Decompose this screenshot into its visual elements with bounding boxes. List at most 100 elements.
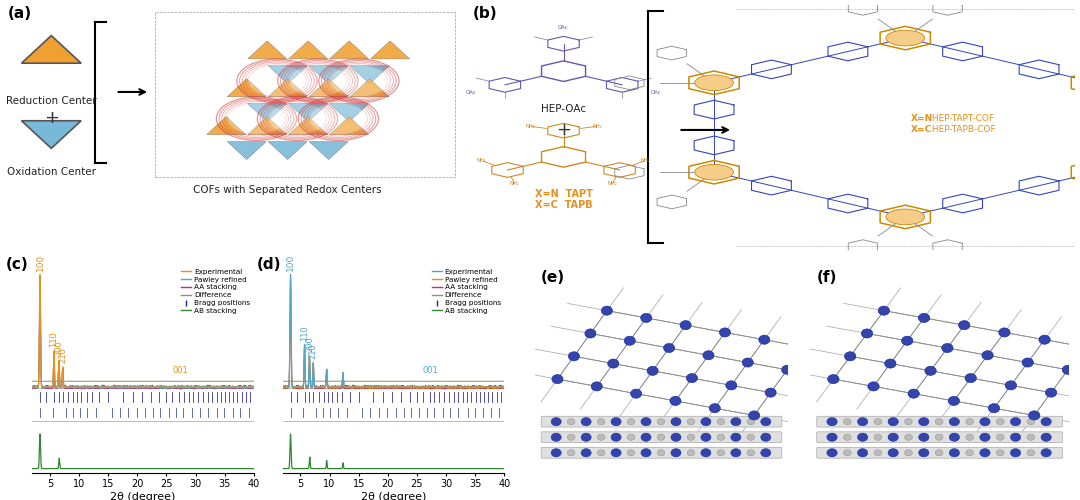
Circle shape xyxy=(552,374,563,384)
Circle shape xyxy=(905,450,913,456)
Text: (f): (f) xyxy=(816,270,837,285)
Polygon shape xyxy=(22,36,81,63)
Circle shape xyxy=(1045,388,1056,397)
Legend: Experimental, Pawley refined, AA stacking, Difference, Bragg positions, AB stack: Experimental, Pawley refined, AA stackin… xyxy=(429,266,503,317)
Circle shape xyxy=(717,418,725,425)
Circle shape xyxy=(597,450,605,456)
Circle shape xyxy=(687,418,694,425)
Circle shape xyxy=(647,366,658,376)
Polygon shape xyxy=(329,104,368,122)
Circle shape xyxy=(997,434,1004,440)
Circle shape xyxy=(551,448,562,457)
Polygon shape xyxy=(227,78,267,97)
Circle shape xyxy=(999,328,1010,337)
Circle shape xyxy=(935,434,943,440)
Circle shape xyxy=(1027,450,1035,456)
Circle shape xyxy=(798,342,809,351)
Circle shape xyxy=(663,344,675,352)
Circle shape xyxy=(597,434,605,440)
Polygon shape xyxy=(247,116,286,134)
Circle shape xyxy=(581,433,591,442)
Polygon shape xyxy=(268,142,307,160)
X-axis label: 2θ (degree): 2θ (degree) xyxy=(361,492,427,500)
Circle shape xyxy=(717,450,725,456)
Circle shape xyxy=(687,374,698,382)
Text: NH₂: NH₂ xyxy=(592,124,602,129)
Text: HEP-TAPB-COF: HEP-TAPB-COF xyxy=(930,125,996,134)
Text: X=C: X=C xyxy=(912,125,932,134)
Polygon shape xyxy=(370,41,409,59)
Circle shape xyxy=(759,335,770,344)
Circle shape xyxy=(551,418,562,426)
FancyBboxPatch shape xyxy=(816,448,1063,458)
Circle shape xyxy=(568,352,580,361)
Circle shape xyxy=(658,450,665,456)
Polygon shape xyxy=(309,78,348,97)
Text: X=N: X=N xyxy=(912,114,933,124)
Text: OAc: OAc xyxy=(558,26,569,30)
Circle shape xyxy=(980,418,990,426)
Text: Reduction Center: Reduction Center xyxy=(6,96,96,106)
Circle shape xyxy=(611,433,621,442)
Circle shape xyxy=(1041,418,1051,426)
Circle shape xyxy=(980,433,990,442)
Circle shape xyxy=(888,448,899,457)
Circle shape xyxy=(874,450,881,456)
Circle shape xyxy=(710,404,720,412)
Polygon shape xyxy=(309,66,348,84)
Circle shape xyxy=(902,336,913,345)
Circle shape xyxy=(627,450,635,456)
FancyBboxPatch shape xyxy=(541,448,782,458)
Ellipse shape xyxy=(228,103,285,134)
Circle shape xyxy=(997,450,1004,456)
Text: (b): (b) xyxy=(473,6,498,21)
Circle shape xyxy=(827,374,839,384)
Circle shape xyxy=(949,433,959,442)
Text: OAc: OAc xyxy=(651,90,662,96)
Circle shape xyxy=(747,434,755,440)
Circle shape xyxy=(942,344,953,352)
Circle shape xyxy=(671,433,681,442)
Circle shape xyxy=(760,433,771,442)
Circle shape xyxy=(827,418,837,426)
Text: OAc: OAc xyxy=(465,90,476,96)
Circle shape xyxy=(924,366,936,376)
Circle shape xyxy=(1028,411,1040,420)
Polygon shape xyxy=(247,104,286,122)
FancyBboxPatch shape xyxy=(541,432,782,442)
Text: NH₂: NH₂ xyxy=(510,182,519,186)
Text: +: + xyxy=(556,122,571,140)
Circle shape xyxy=(1039,335,1050,344)
Circle shape xyxy=(671,448,681,457)
Circle shape xyxy=(843,450,851,456)
Text: +: + xyxy=(44,109,58,127)
Text: NH₂: NH₂ xyxy=(525,124,535,129)
Text: (c): (c) xyxy=(5,256,28,272)
Circle shape xyxy=(640,418,651,426)
Circle shape xyxy=(627,418,635,425)
Circle shape xyxy=(671,418,681,426)
Circle shape xyxy=(966,374,976,382)
Circle shape xyxy=(868,382,879,391)
Circle shape xyxy=(919,433,929,442)
Circle shape xyxy=(843,434,851,440)
Ellipse shape xyxy=(268,103,326,134)
Circle shape xyxy=(567,418,575,425)
Circle shape xyxy=(886,30,924,46)
Circle shape xyxy=(581,418,591,426)
Circle shape xyxy=(1077,164,1080,180)
Polygon shape xyxy=(288,116,327,134)
Text: NH₂: NH₂ xyxy=(607,182,617,186)
Circle shape xyxy=(1011,433,1021,442)
Text: COFs with Separated Redox Centers: COFs with Separated Redox Centers xyxy=(193,185,382,195)
Circle shape xyxy=(888,418,899,426)
Polygon shape xyxy=(288,104,327,122)
Polygon shape xyxy=(309,142,348,160)
Circle shape xyxy=(949,418,959,426)
X-axis label: 2θ (degree): 2θ (degree) xyxy=(110,492,176,500)
Circle shape xyxy=(694,75,733,90)
Circle shape xyxy=(717,434,725,440)
Circle shape xyxy=(585,329,596,338)
Circle shape xyxy=(982,350,994,360)
Circle shape xyxy=(1011,448,1021,457)
